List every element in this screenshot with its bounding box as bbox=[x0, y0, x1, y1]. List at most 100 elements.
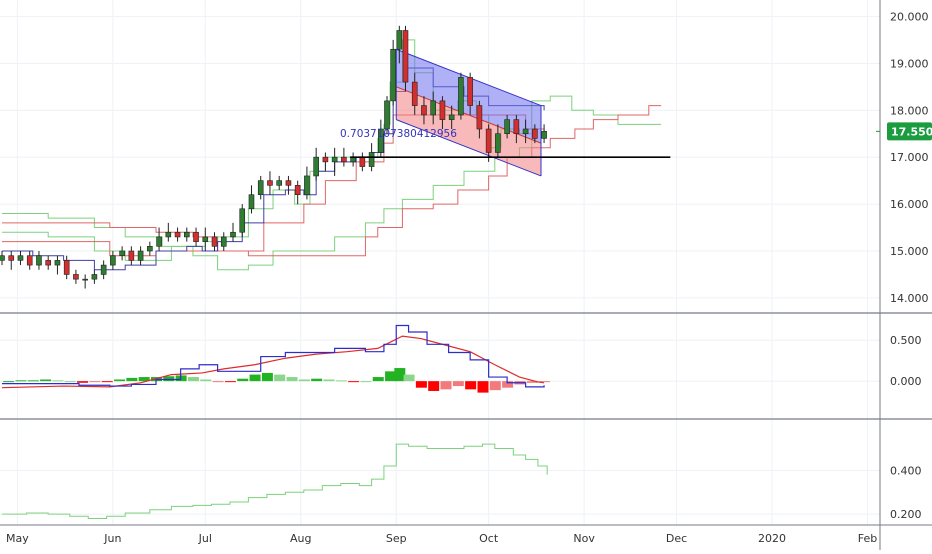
candle bbox=[439, 96, 446, 130]
macd-histogram-bar bbox=[200, 379, 212, 382]
candle bbox=[257, 175, 264, 200]
candle-body bbox=[8, 255, 15, 261]
candle bbox=[504, 114, 510, 139]
last-price-tag: 17.550 bbox=[876, 122, 932, 141]
candlestick-series bbox=[0, 25, 547, 289]
time-axis[interactable]: May Jun Jul Aug Sep Oct Nov Dec 2020 Feb bbox=[6, 532, 877, 545]
macd-histogram-bar bbox=[348, 381, 360, 383]
candle bbox=[390, 39, 396, 106]
candle-body bbox=[276, 180, 283, 186]
macd-histogram-bar bbox=[465, 381, 477, 390]
candle bbox=[82, 274, 88, 289]
macd-histogram-bar bbox=[274, 374, 286, 382]
candle bbox=[17, 251, 24, 266]
candle-body bbox=[100, 264, 107, 275]
time-axis-label: Feb bbox=[858, 532, 877, 545]
candle bbox=[26, 251, 33, 270]
candle-body bbox=[495, 133, 501, 153]
candle bbox=[402, 25, 409, 92]
candle bbox=[421, 96, 427, 125]
candle bbox=[448, 105, 455, 130]
macd-axis[interactable]: 0.500 0.000 bbox=[890, 334, 922, 388]
candle-body bbox=[230, 231, 236, 238]
candle bbox=[184, 227, 190, 242]
candle bbox=[165, 222, 172, 242]
macd-histogram-bar bbox=[428, 381, 440, 391]
candle-body bbox=[378, 128, 384, 153]
candle-body bbox=[532, 128, 538, 139]
candle-body bbox=[91, 274, 98, 280]
macd-histogram-bar bbox=[539, 381, 551, 383]
oscillator-pane bbox=[2, 443, 548, 519]
candle-body bbox=[137, 250, 144, 261]
macd-histogram-bar bbox=[489, 381, 501, 391]
candle bbox=[220, 232, 227, 252]
macd-line bbox=[2, 324, 545, 388]
candle bbox=[119, 246, 125, 261]
time-axis-label: Sep bbox=[386, 532, 407, 545]
candle bbox=[63, 255, 70, 280]
last-price-label: 17.550 bbox=[891, 125, 932, 138]
macd-histogram-bar bbox=[187, 377, 199, 382]
last-price-tag-background bbox=[887, 122, 932, 141]
macd-histogram-bar bbox=[126, 377, 138, 382]
candle bbox=[476, 100, 483, 139]
candle bbox=[331, 147, 338, 176]
time-axis-label: Jul bbox=[198, 532, 212, 545]
candle-body bbox=[390, 48, 396, 102]
candle bbox=[211, 232, 218, 252]
candle bbox=[322, 152, 329, 172]
candle-body bbox=[82, 278, 88, 281]
candle-body bbox=[396, 30, 403, 50]
price-axis[interactable]: 20.000 19.000 18.000 17.000 16.000 15.000 14.0… bbox=[890, 10, 929, 305]
macd-histogram-bar bbox=[477, 381, 489, 393]
candle bbox=[267, 171, 273, 195]
macd-histogram-bar bbox=[452, 381, 464, 387]
candle-body bbox=[411, 81, 418, 106]
macd-histogram-bar bbox=[237, 378, 249, 382]
macd-histogram-bar bbox=[415, 381, 427, 388]
candle-body bbox=[17, 255, 24, 261]
macd-histogram-bar bbox=[224, 381, 236, 383]
axis-tick-label: 14.000 bbox=[890, 292, 929, 305]
axis-tick-label: 0.200 bbox=[890, 508, 922, 521]
candle bbox=[202, 227, 209, 252]
candle-body bbox=[513, 119, 520, 135]
candle bbox=[8, 251, 15, 270]
candle-body bbox=[174, 231, 181, 238]
candle-body bbox=[73, 274, 79, 280]
candle-body bbox=[63, 260, 70, 275]
candle bbox=[230, 222, 236, 242]
candle bbox=[341, 147, 347, 167]
candle-body bbox=[439, 100, 446, 120]
axis-tick-label: 19.000 bbox=[890, 57, 929, 70]
candle bbox=[45, 255, 52, 270]
candle-body bbox=[36, 255, 42, 266]
macd-histogram-bar bbox=[360, 381, 372, 383]
candle-body bbox=[467, 77, 473, 106]
candle-body bbox=[184, 231, 190, 238]
fib-ratio-label: 0.7037107380412956 bbox=[340, 128, 457, 140]
time-axis-label: 2020 bbox=[758, 532, 786, 545]
macd-histogram-bar bbox=[323, 379, 335, 382]
candle-body bbox=[202, 236, 209, 242]
macd-histogram-bar bbox=[101, 381, 113, 383]
axis-tick-label: 20.000 bbox=[890, 10, 929, 23]
candle bbox=[467, 72, 473, 115]
candle bbox=[513, 114, 520, 144]
candle-body bbox=[421, 105, 427, 116]
candle bbox=[73, 269, 79, 284]
channel-lower-line[interactable] bbox=[396, 119, 542, 177]
candle-body bbox=[541, 131, 547, 139]
candle bbox=[110, 251, 116, 270]
candle-body bbox=[476, 105, 483, 130]
candle-body bbox=[211, 236, 218, 247]
axis-tick-label: 15.000 bbox=[890, 245, 929, 258]
macd-histogram-bar bbox=[52, 380, 64, 382]
macd-histogram-bar bbox=[403, 374, 415, 382]
oscillator-axis[interactable]: 0.400 0.200 bbox=[890, 464, 922, 521]
axis-tick-label: 18.000 bbox=[890, 104, 929, 117]
